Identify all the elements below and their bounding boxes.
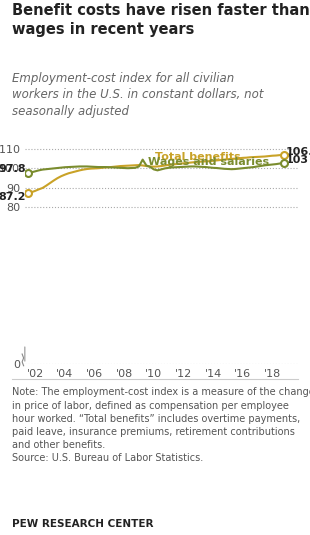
Text: PEW RESEARCH CENTER: PEW RESEARCH CENTER [12, 519, 154, 529]
Text: 97.8: 97.8 [0, 164, 25, 174]
Text: Benefit costs have risen faster than
wages in recent years: Benefit costs have risen faster than wag… [12, 3, 310, 36]
Text: Note: The employment-cost index is a measure of the change
in price of labor, de: Note: The employment-cost index is a mea… [12, 387, 310, 463]
Text: Employment-cost index for all civilian
workers in the U.S. in constant dollars, : Employment-cost index for all civilian w… [12, 72, 264, 118]
Text: Total benefits: Total benefits [155, 151, 241, 162]
Text: 87.2: 87.2 [0, 192, 25, 202]
Text: Wages and salaries: Wages and salaries [148, 157, 269, 167]
Text: 106.8: 106.8 [286, 147, 310, 157]
Text: 103: 103 [286, 155, 309, 165]
